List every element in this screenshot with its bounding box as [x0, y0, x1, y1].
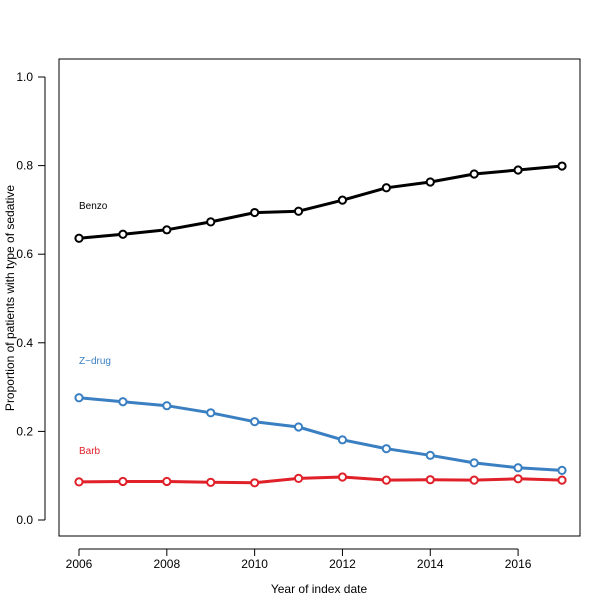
- y-tick-label: 0.4: [16, 336, 33, 350]
- data-point: [425, 177, 435, 187]
- data-point: [250, 478, 260, 488]
- data-point: [337, 472, 348, 482]
- data-point: [162, 401, 172, 411]
- data-point: [381, 183, 391, 193]
- data-point: [337, 195, 348, 205]
- x-tick-label: 2014: [417, 557, 444, 571]
- series-benzo: [74, 161, 567, 243]
- data-point: [557, 475, 567, 485]
- x-tick-label: 2016: [505, 557, 532, 571]
- data-point: [206, 217, 216, 227]
- x-tick-label: 2008: [153, 557, 180, 571]
- x-tick-label: 2010: [241, 557, 268, 571]
- data-point: [557, 465, 567, 475]
- data-point: [206, 477, 216, 487]
- y-tick-label: 0.6: [16, 247, 33, 261]
- data-point: [293, 422, 304, 432]
- data-point: [74, 393, 84, 403]
- y-tick-label: 0.0: [16, 513, 33, 527]
- data-point: [293, 206, 304, 216]
- data-point: [250, 417, 260, 427]
- series-z-drug: [74, 393, 567, 475]
- series-label-benzo: Benzo: [79, 201, 108, 212]
- data-point: [118, 397, 128, 407]
- data-point: [425, 475, 435, 485]
- y-axis-title: Proportion of patients with type of seda…: [3, 185, 17, 411]
- series-line-benzo: [77, 164, 564, 240]
- x-tick-label: 2006: [66, 557, 93, 571]
- data-point: [293, 473, 304, 483]
- series-label-z-drug: Z−drug: [79, 356, 111, 367]
- data-point: [513, 165, 523, 175]
- data-point: [381, 444, 391, 454]
- data-point: [513, 463, 523, 473]
- data-point: [162, 225, 172, 235]
- series-labels: Benzo Z−drug Barb: [79, 201, 111, 457]
- series-line-barb: [77, 475, 564, 485]
- series-label-barb: Barb: [79, 446, 101, 457]
- x-tick-label: 2012: [329, 557, 356, 571]
- plot-area-frame: [58, 58, 581, 537]
- y-tick-label: 1.0: [16, 70, 33, 84]
- data-point: [74, 233, 84, 243]
- y-axis: 0.0 0.2 0.4 0.6 0.8 1.0: [16, 70, 46, 527]
- data-point: [74, 477, 84, 487]
- data-point: [469, 458, 479, 468]
- data-point: [469, 169, 479, 179]
- data-point: [469, 475, 479, 485]
- x-axis: 2006 2008 2010 2012 2014 2016: [66, 548, 532, 571]
- data-point: [118, 229, 128, 239]
- y-tick-label: 0.8: [16, 159, 33, 173]
- data-point: [162, 476, 172, 487]
- data-point: [425, 450, 435, 460]
- data-point: [250, 207, 260, 218]
- data-point: [513, 474, 523, 484]
- data-point: [381, 475, 391, 485]
- data-point: [337, 435, 348, 445]
- series-layer: [74, 161, 567, 488]
- series-line-z-drug: [77, 396, 564, 472]
- x-axis-title: Year of index date: [271, 582, 368, 596]
- data-point: [557, 161, 567, 171]
- data-point: [206, 408, 216, 418]
- series-barb: [74, 472, 567, 488]
- data-point: [118, 476, 128, 487]
- y-tick-label: 0.2: [16, 424, 33, 438]
